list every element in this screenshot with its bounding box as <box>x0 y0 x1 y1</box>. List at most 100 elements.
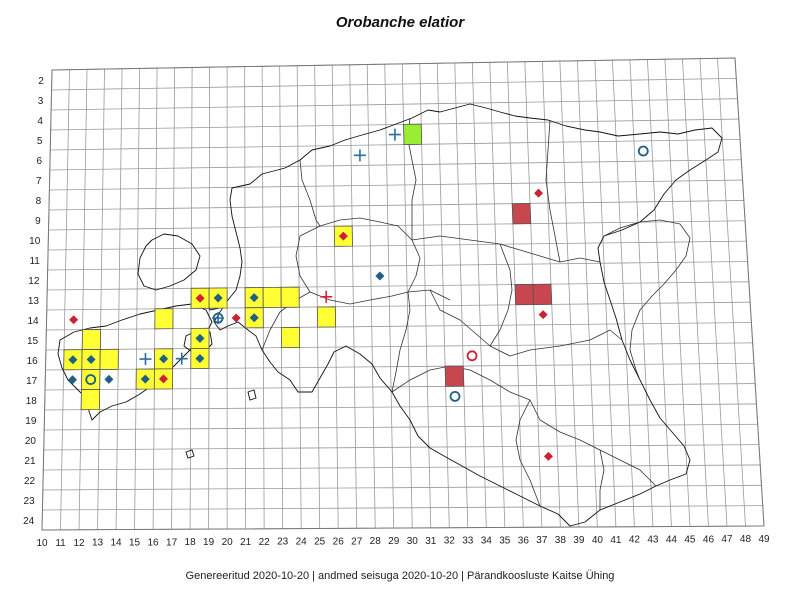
grid-line-horizontal <box>43 444 759 451</box>
grid-frame <box>41 57 765 531</box>
x-tick-label: 20 <box>222 537 234 548</box>
footer-credit: Genereeritud 2020-10-20 | andmed seisuga… <box>185 570 615 582</box>
grid-line-horizontal <box>46 322 752 331</box>
diamond-marker <box>86 355 96 365</box>
x-tick-label: 13 <box>92 538 104 549</box>
grid-line-horizontal <box>42 484 762 491</box>
y-tick-label: 3 <box>38 96 44 107</box>
grid-line-vertical <box>682 58 709 527</box>
grid-square-yellow <box>316 306 337 328</box>
grid-line-vertical <box>60 69 70 530</box>
grid-line-horizontal <box>48 200 744 211</box>
x-tick-label: 35 <box>499 535 511 546</box>
kihnu-outline <box>247 389 257 401</box>
grid-line-horizontal <box>43 464 761 471</box>
lake-peipus <box>603 219 691 381</box>
grid-line-horizontal <box>49 179 743 191</box>
diamond-marker <box>68 375 78 385</box>
plus-marker <box>388 128 401 141</box>
grid-line-vertical <box>171 67 175 530</box>
grid-line-vertical <box>612 60 635 527</box>
y-tick-label: 6 <box>36 156 42 167</box>
y-tick-label: 11 <box>29 256 40 267</box>
y-tick-label: 14 <box>27 316 39 327</box>
diamond-marker <box>534 188 544 198</box>
occurrence-markers <box>68 128 649 461</box>
grid-square-yellow <box>99 348 119 370</box>
x-tick-label: 47 <box>721 534 733 545</box>
grid-line-horizontal <box>45 342 753 351</box>
x-tick-label: 24 <box>296 537 308 548</box>
x-tick-label: 36 <box>518 535 530 546</box>
county-borders <box>261 117 657 510</box>
grid-line-horizontal <box>49 159 742 171</box>
plus-marker <box>212 312 225 325</box>
y-tick-label: 9 <box>35 216 41 227</box>
circle-marker <box>85 374 97 385</box>
diamond-marker <box>338 231 348 241</box>
x-tick-label: 19 <box>203 537 215 548</box>
x-tick-label: 37 <box>536 535 548 546</box>
diamond-marker <box>375 271 385 281</box>
y-tick-label: 13 <box>28 296 40 307</box>
x-tick-label: 11 <box>55 538 66 549</box>
grid-line-vertical <box>699 58 728 527</box>
grid-square-green <box>403 123 423 145</box>
grid-square-yellow <box>280 286 300 308</box>
occurrence-squares <box>63 123 553 411</box>
y-tick-label: 22 <box>24 476 36 487</box>
grid-line-vertical <box>471 62 487 528</box>
grid-line-horizontal <box>50 138 741 151</box>
grid-line-vertical <box>576 60 598 527</box>
y-tick-label: 15 <box>27 336 39 347</box>
diamond-marker <box>159 354 169 364</box>
grid-line-horizontal <box>46 301 751 311</box>
grid-square-yellow <box>262 286 282 308</box>
diamond-marker <box>213 293 223 303</box>
grid-square-yellow <box>81 369 101 391</box>
grid-square-red-square <box>514 283 535 306</box>
x-tick-label: 29 <box>388 536 400 547</box>
x-tick-label: 49 <box>758 534 770 545</box>
grid-line-vertical <box>454 62 469 528</box>
grid-line-vertical <box>314 65 321 529</box>
x-tick-label: 14 <box>110 538 122 549</box>
map-title: Orobanche elatior <box>335 14 465 31</box>
x-tick-label: 21 <box>240 537 252 548</box>
grid-line-vertical <box>594 60 617 527</box>
grid-line-horizontal <box>44 423 758 431</box>
grid-line-vertical <box>436 63 450 528</box>
y-tick-label: 7 <box>36 176 42 187</box>
x-tick-label: 28 <box>370 536 382 547</box>
y-tick-label: 18 <box>26 396 38 407</box>
ruhnu-outline <box>185 449 195 459</box>
y-tick-label: 24 <box>23 516 35 527</box>
y-tick-label: 2 <box>38 76 44 87</box>
grid-line-horizontal <box>47 281 749 291</box>
grid-line-vertical <box>647 59 672 527</box>
grid-line-vertical <box>134 68 140 530</box>
grid-line-vertical <box>97 69 105 530</box>
x-tick-label: 48 <box>740 534 752 545</box>
grid-line-vertical <box>115 68 123 530</box>
grid-line-vertical <box>331 65 339 529</box>
x-tick-label: 26 <box>333 536 345 547</box>
diamond-marker <box>195 353 205 363</box>
hiiumaa-outline <box>137 233 201 291</box>
diamond-marker <box>249 293 259 303</box>
plus-marker <box>175 352 188 365</box>
y-tick-label: 20 <box>25 436 37 447</box>
x-tick-label: 41 <box>610 535 622 546</box>
grid-line-horizontal <box>47 261 748 271</box>
grid-line-vertical <box>78 69 88 530</box>
x-tick-label: 32 <box>444 536 456 547</box>
grid-line-horizontal <box>48 240 747 251</box>
grid-square-yellow <box>81 329 101 351</box>
y-tick-label: 10 <box>29 236 41 247</box>
x-tick-label: 10 <box>36 538 48 549</box>
y-tick-label: 19 <box>25 416 37 427</box>
diamond-marker <box>231 313 241 323</box>
x-tick-label: 30 <box>407 536 419 547</box>
